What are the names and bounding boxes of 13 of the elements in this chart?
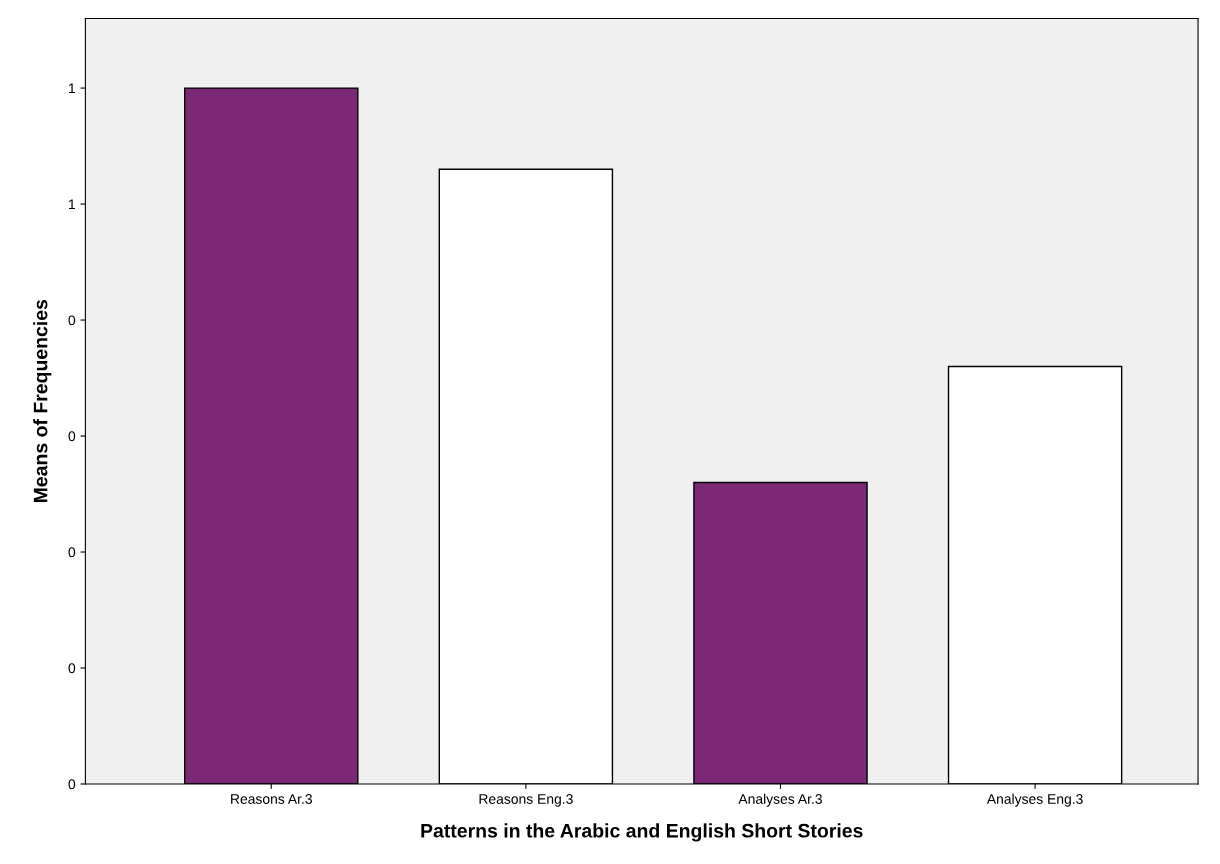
x-axis-title: Patterns in the Arabic and English Short Stories	[421, 823, 863, 842]
y-axis-title: Means of Frequencies	[33, 299, 52, 503]
y-tick-label: 1	[69, 199, 75, 210]
y-tick-label: 0	[68, 547, 76, 558]
y-tick-label: 0	[68, 315, 76, 326]
x-tick-label: Reasons Eng.3	[479, 794, 573, 807]
y-tick-label: 0	[68, 663, 76, 674]
x-tick-label: Analyses Ar.3	[738, 793, 822, 807]
x-tick-label: Analyses Eng.3	[986, 793, 1083, 807]
y-tick-label: 0	[68, 431, 76, 442]
x-tick-label: Reasons Ar.3	[231, 794, 312, 804]
y-tick-label: 1	[69, 83, 75, 94]
y-tick-label: 0	[68, 779, 76, 790]
